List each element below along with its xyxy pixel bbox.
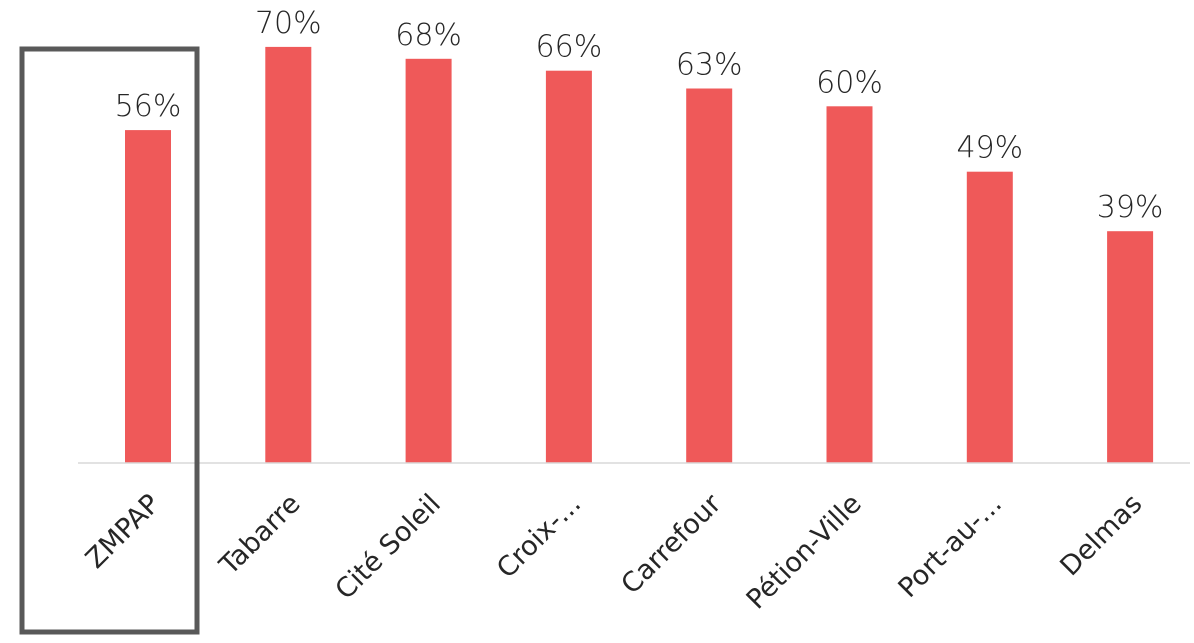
value-label-croix: 66% (536, 30, 603, 65)
value-label-cite-soleil: 68% (395, 18, 462, 53)
category-label-delmas: Delmas (1054, 488, 1148, 582)
bars-group (125, 46, 1154, 464)
bar-carrefour (686, 88, 733, 463)
category-label-petion-ville: Pétion-Ville (741, 488, 868, 615)
bar-croix (545, 70, 592, 463)
bar-petion-ville (826, 106, 873, 464)
category-label-croix: Croix-... (491, 488, 587, 584)
value-label-delmas: 39% (1097, 190, 1164, 225)
category-label-port-au: Port-au-... (892, 488, 1008, 604)
value-label-carrefour: 63% (676, 48, 743, 83)
value-label-tabarre: 70% (255, 6, 322, 41)
bar-zmpap (125, 130, 171, 463)
category-label-zmpap: ZMPAP (80, 488, 166, 574)
bar-tabarre (265, 46, 312, 464)
value-label-zmpap: 56% (115, 89, 182, 124)
bar-delmas (1107, 231, 1154, 463)
category-labels-group: ZMPAP Tabarre Cité Soleil Croix-... Carrefou… (80, 488, 1148, 616)
bar-port-au (966, 171, 1013, 463)
bar-cite-soleil (405, 58, 452, 464)
value-label-petion-ville: 60% (816, 65, 883, 100)
category-label-cite-soleil: Cité Soleil (330, 488, 447, 605)
category-label-tabarre: Tabarre (213, 488, 306, 581)
category-label-carrefour: Carrefour (615, 488, 728, 601)
value-label-port-au: 49% (956, 131, 1023, 166)
highlight-box (19, 46, 200, 635)
value-labels-group: 56% 70% 68% 66% 63% 60% 49% 39% (115, 6, 1164, 225)
